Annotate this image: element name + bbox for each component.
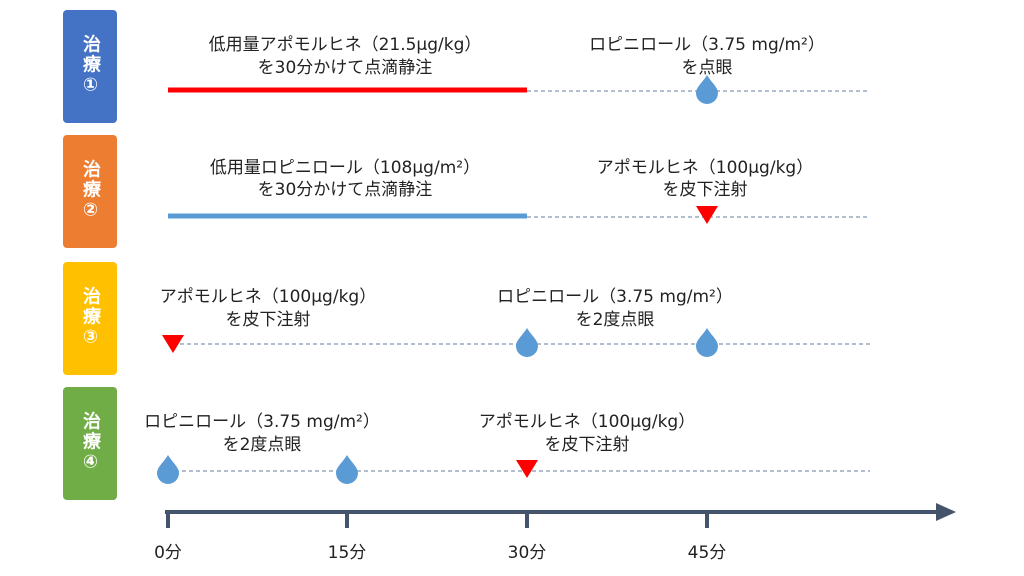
treatment-box <box>63 387 117 500</box>
treatment-label: 治療④ <box>80 410 101 474</box>
eye-drop-icon <box>157 455 179 484</box>
treatment-label: 治療③ <box>80 285 101 349</box>
note: ロピニロール（3.75 mg/m²） <box>497 287 733 307</box>
eye-drop-icon <box>696 75 718 104</box>
injection-icon <box>516 460 538 478</box>
eye-drop-icon <box>516 328 538 357</box>
treatment-label: 治療① <box>80 33 101 97</box>
treatment-label: 治療② <box>80 158 101 222</box>
axis-arrow <box>936 503 956 521</box>
note: アポモルヒネ（100μg/kg） <box>479 412 695 432</box>
note: を皮下注射 <box>226 310 311 330</box>
note: 低用量ロピニロール（108μg/m²） <box>210 158 480 178</box>
note: を30分かけて点滴静注 <box>258 58 433 78</box>
treatment-box <box>63 10 117 123</box>
treatment-box <box>63 262 117 375</box>
axis-label: 15分 <box>328 543 367 563</box>
axis-label: 30分 <box>508 543 547 563</box>
note: アポモルヒネ（100μg/kg） <box>160 287 376 307</box>
note: を点眼 <box>682 58 733 78</box>
injection-icon <box>696 206 718 224</box>
axis-label: 45分 <box>688 543 727 563</box>
note: ロピニロール（3.75 mg/m²） <box>589 35 825 55</box>
note: を皮下注射 <box>663 180 748 200</box>
note: を2度点眼 <box>223 435 302 455</box>
note: を皮下注射 <box>545 435 630 455</box>
note: ロピニロール（3.75 mg/m²） <box>144 412 380 432</box>
note: を2度点眼 <box>576 310 655 330</box>
note: アポモルヒネ（100μg/kg） <box>597 158 813 178</box>
eye-drop-icon <box>696 328 718 357</box>
note: を30分かけて点滴静注 <box>258 180 433 200</box>
axis-label: 0分 <box>154 543 182 563</box>
note: 低用量アポモルヒネ（21.5μg/kg） <box>209 35 482 55</box>
treatment-box <box>63 135 117 248</box>
eye-drop-icon <box>336 455 358 484</box>
